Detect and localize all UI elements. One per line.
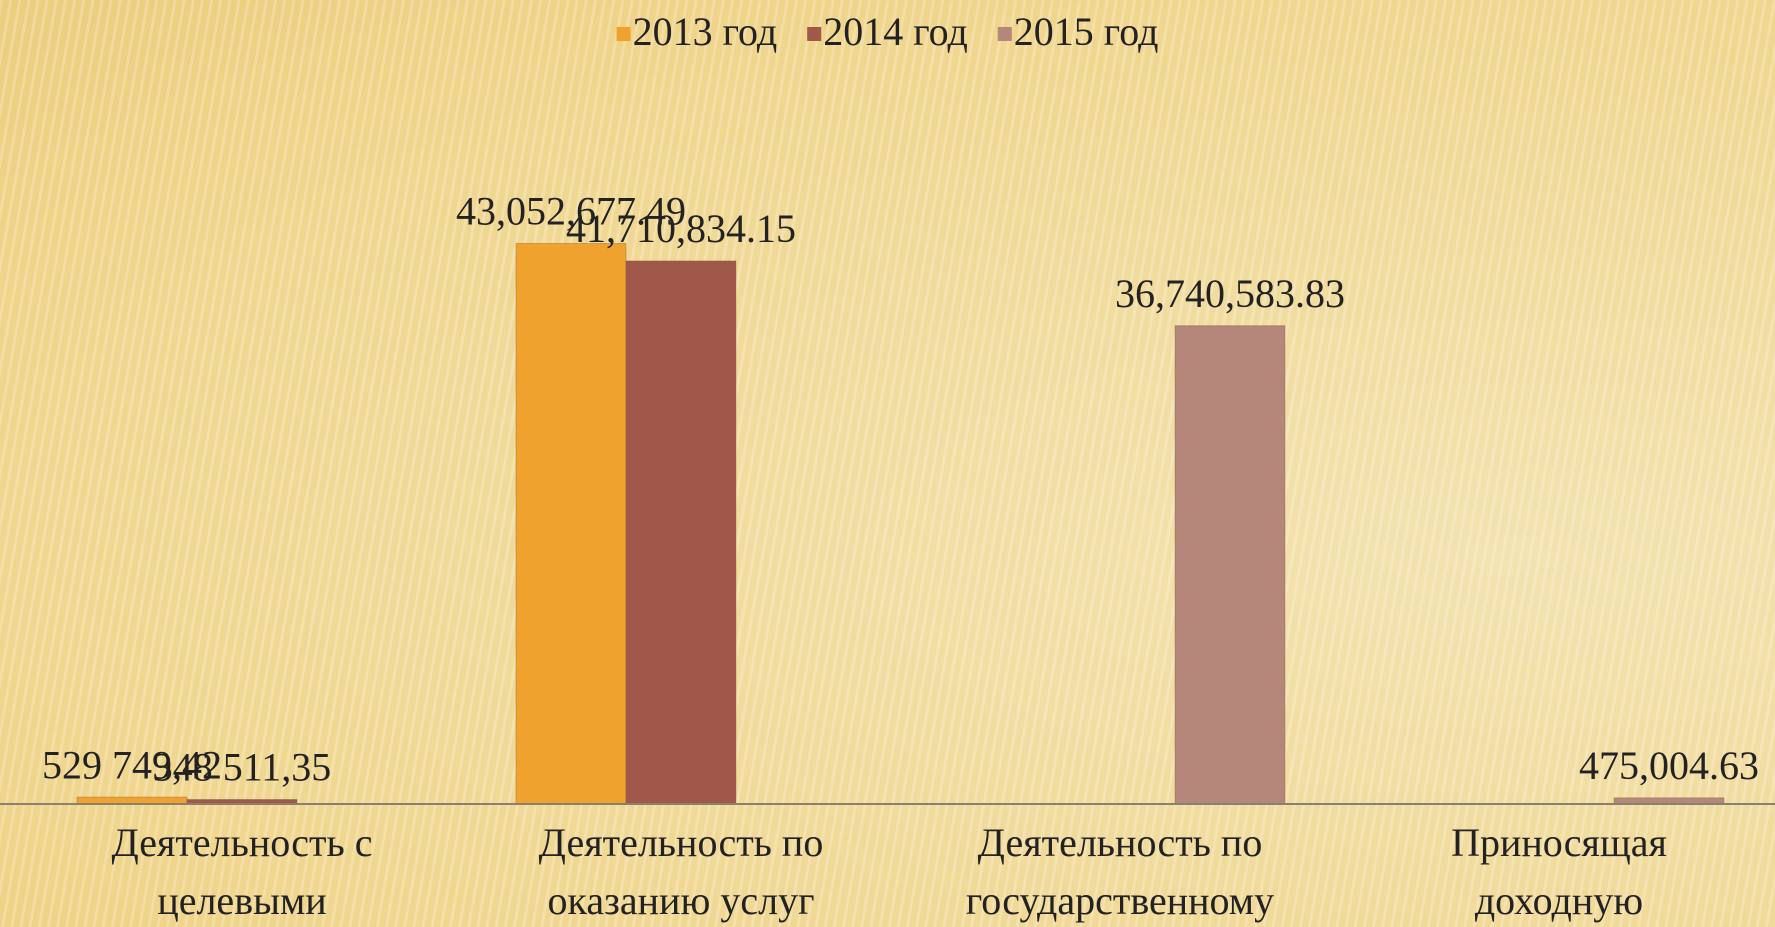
legend-item: 2014 год [807, 9, 968, 54]
bar [515, 242, 627, 805]
x-tick-line: целевыми [157, 878, 326, 923]
legend-item: 2013 год [616, 9, 778, 54]
legend-item: 2015 год [997, 9, 1159, 54]
bar [1174, 325, 1286, 805]
x-tick-line: оказанию услуг [548, 878, 815, 923]
x-tick-label: Деятельность по государственному [966, 820, 1274, 923]
legend: 2013 год 2014 год 2015 год [616, 9, 1159, 54]
data-label: 475,004.63 [1579, 743, 1759, 788]
legend-swatch [807, 27, 822, 41]
x-tick-line: доходную [1475, 878, 1643, 923]
bar [76, 796, 188, 805]
data-label: 41,710,834.15 [566, 206, 796, 251]
x-tick-label: Приносящая доходную [1451, 820, 1667, 923]
legend-swatch [997, 27, 1012, 41]
x-tick-label: Деятельность с целевыми [112, 820, 373, 923]
x-tick-line: Деятельность по [539, 820, 824, 865]
data-label: 36,740,583.83 [1115, 271, 1345, 316]
x-tick-label: Деятельность по оказанию услуг [539, 820, 824, 923]
data-label: 529 749,42 [42, 742, 222, 787]
x-tick-line: государственному [966, 878, 1274, 923]
legend-label: 2013 год [633, 9, 778, 54]
legend-label: 2015 год [1014, 9, 1159, 54]
legend-label: 2014 год [823, 9, 968, 54]
bar [625, 260, 737, 805]
x-tick-line: Деятельность с [112, 820, 373, 865]
data-label: 43,052,677.49 [456, 189, 686, 234]
data-label: 348 511,35 [153, 745, 332, 790]
x-tick-line: Деятельность по [978, 820, 1263, 865]
x-tick-line: Приносящая [1451, 820, 1667, 865]
legend-swatch [616, 27, 631, 41]
